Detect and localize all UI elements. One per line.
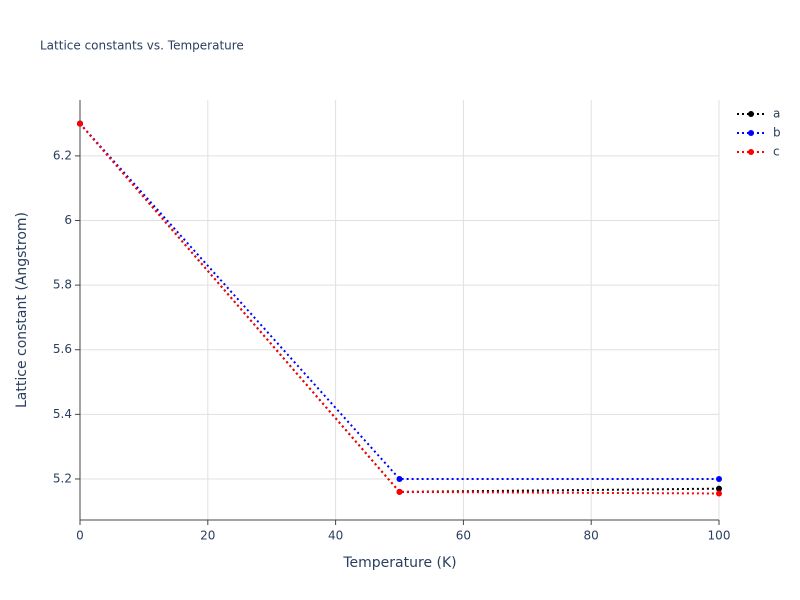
- legend-label: b: [773, 126, 781, 140]
- x-tick-label: 40: [328, 529, 343, 543]
- data-point: [77, 120, 83, 127]
- data-point: [716, 475, 722, 482]
- data-point: [396, 488, 403, 495]
- legend-marker: [748, 130, 754, 136]
- series-line: [79, 122, 719, 480]
- series-line: [79, 122, 720, 495]
- chart-title: Lattice constants vs. Temperature: [40, 39, 244, 53]
- legend-marker: [748, 111, 754, 117]
- y-tick-label: 5.8: [53, 278, 72, 292]
- y-tick-label: 6: [64, 213, 72, 227]
- data-point: [716, 490, 722, 497]
- data-point: [716, 485, 722, 492]
- legend-marker: [748, 149, 754, 155]
- legend-label: a: [773, 107, 780, 121]
- x-tick-label: 100: [708, 529, 731, 543]
- y-tick-label: 6.2: [53, 148, 72, 162]
- y-tick-label: 5.6: [53, 342, 72, 356]
- legend-label: c: [773, 145, 780, 159]
- y-axis-label: Lattice constant (Angstrom): [14, 212, 30, 408]
- series-line: [79, 122, 720, 493]
- data-point: [396, 475, 403, 482]
- x-axis-label: Temperature (K): [342, 555, 456, 571]
- x-tick-label: 80: [584, 529, 599, 543]
- y-tick-label: 5.4: [53, 407, 72, 421]
- y-tick-label: 5.2: [53, 471, 72, 485]
- x-tick-label: 60: [456, 529, 471, 543]
- x-tick-label: 0: [76, 529, 84, 543]
- x-tick-label: 20: [200, 529, 215, 543]
